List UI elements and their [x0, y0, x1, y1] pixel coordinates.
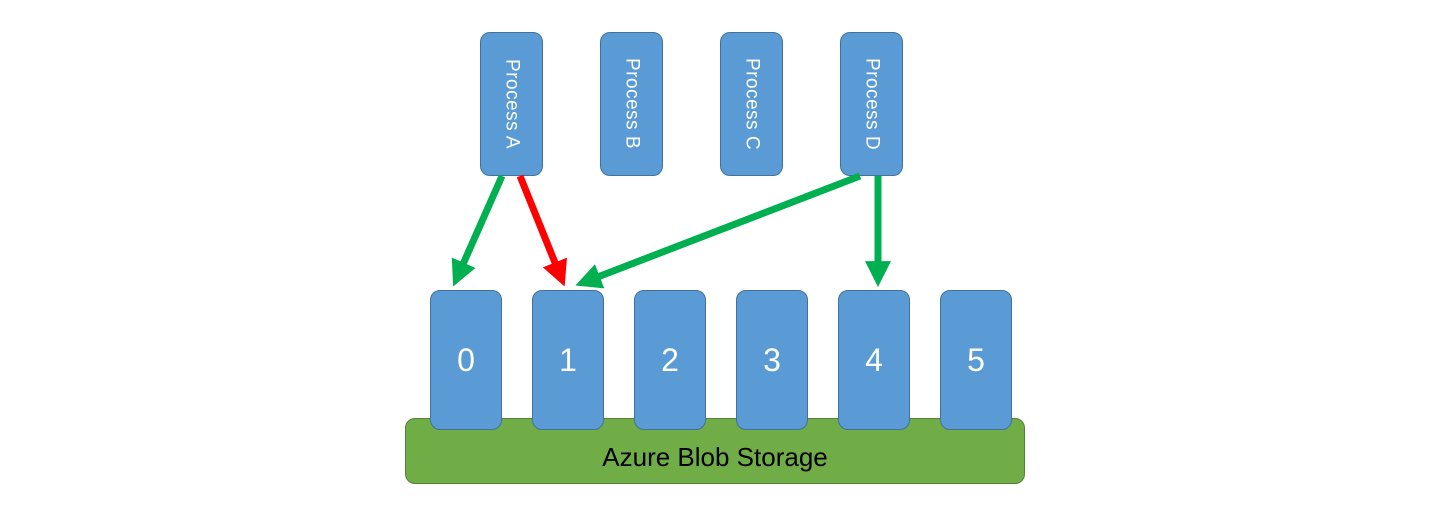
partition-label: 2 [661, 342, 679, 379]
arrow-1 [520, 176, 556, 266]
partition-box-4: 4 [838, 290, 910, 430]
process-box-3: Process D [840, 32, 903, 176]
partition-label: 4 [865, 342, 883, 379]
process-label: Process B [621, 58, 643, 149]
partition-box-2: 2 [634, 290, 706, 430]
partition-label: 1 [559, 342, 577, 379]
partition-box-3: 3 [736, 290, 808, 430]
partition-box-5: 5 [940, 290, 1012, 430]
process-label: Process A [501, 59, 523, 149]
arrow-2 [596, 176, 860, 278]
process-box-0: Process A [480, 32, 543, 176]
partition-box-1: 1 [532, 290, 604, 430]
process-label: Process D [861, 58, 883, 150]
process-box-2: Process C [720, 32, 783, 176]
process-label: Process C [741, 58, 763, 150]
partition-label: 0 [457, 342, 475, 379]
arrow-0 [462, 176, 502, 266]
process-box-1: Process B [600, 32, 663, 176]
partition-label: 3 [763, 342, 781, 379]
partition-label: 5 [967, 342, 985, 379]
storage-label: Azure Blob Storage [602, 442, 827, 483]
partition-box-0: 0 [430, 290, 502, 430]
azure-blob-diagram: Azure Blob Storage Process A Process B Pro… [0, 0, 1429, 515]
